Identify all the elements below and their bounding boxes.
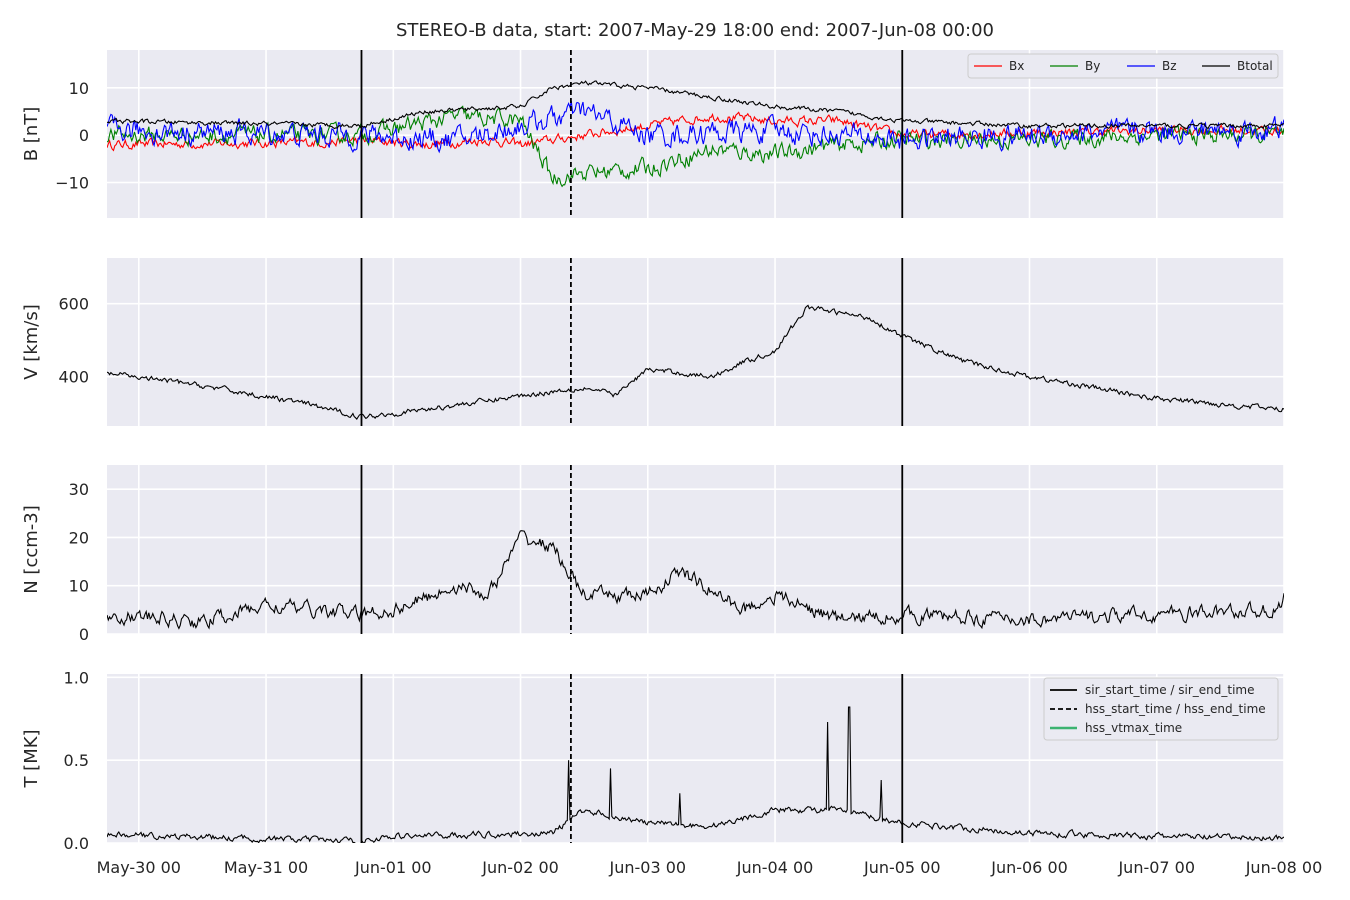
series-group [107,304,1284,421]
y-tick-label: 0.0 [64,834,89,853]
legend-label: Btotal [1237,59,1273,73]
legend-frame [1043,677,1279,741]
y-tick-label: 0 [79,625,89,644]
series-line-By [107,105,1284,188]
y-tick-label: 1.0 [64,668,89,687]
legend-label: hss_vtmax_time [1085,721,1182,735]
legend-b: Bx By Bz Btotal [967,53,1279,79]
y-tick-label: 10 [69,577,89,596]
legend-label: sir_start_time / sir_end_time [1085,683,1255,697]
series-group [107,530,1284,630]
y-axis-label: B [nT] [21,107,42,162]
x-tick-label: Jun-02 00 [481,858,559,877]
x-tick-label: May-30 00 [97,858,181,877]
y-tick-label: 400 [58,368,89,387]
x-tick-label: Jun-05 00 [863,858,941,877]
y-tick-label: 600 [58,295,89,314]
legend-frame [967,53,1279,79]
series-group [107,706,1284,843]
y-tick-label: 20 [69,528,89,547]
series-line-Bx [107,111,1284,152]
legend-label: By [1085,59,1100,73]
y-axis-label: V [km/s] [21,304,42,379]
y-tick-label: −10 [55,174,89,193]
series-line-Btotal [107,80,1284,130]
series-group [107,80,1284,188]
x-tick-label: Jun-07 00 [1117,858,1195,877]
y-tick-label: 0.5 [64,751,89,770]
y-axis-label: T [MK] [21,729,42,788]
series-line-V [107,304,1284,421]
legend-label: hss_start_time / hss_end_time [1085,702,1266,716]
x-tick-label: May-31 00 [224,858,308,877]
panel-B: −10 0 10 B [nT] Bx By Bz Btotal [21,50,1285,218]
x-tick-label: Jun-03 00 [608,858,686,877]
chart-title: STEREO-B data, start: 2007-May-29 18:00 … [396,20,994,41]
x-tick-label: Jun-08 00 [1245,858,1323,877]
x-tick-label: Jun-06 00 [990,858,1068,877]
legend-label: Bz [1162,59,1177,73]
y-tick-label: 30 [69,480,89,499]
plot-area [107,258,1284,426]
x-tick-label: Jun-01 00 [354,858,432,877]
series-line-N [107,530,1284,630]
panel-V: 400 600 V [km/s] [21,258,1285,426]
panels: −10 0 10 B [nT] Bx By Bz Btotal 400 600 V [km/s] 0 1… [21,50,1322,877]
series-line-T [107,706,1284,843]
y-tick-label: 0 [79,126,89,145]
x-tick-label: Jun-04 00 [736,858,814,877]
panel-N: 0 10 20 30 N [ccm-3] [21,465,1285,644]
legend-t: sir_start_time / sir_end_time hss_start_t… [1043,677,1279,741]
y-axis-label: N [ccm-3] [21,505,42,594]
y-tick-label: 10 [69,79,89,98]
legend-label: Bx [1009,59,1024,73]
panel-T: 0.0 0.5 1.0 T [MK] May-30 00 May-31 00 Jun-01 … [21,668,1322,877]
